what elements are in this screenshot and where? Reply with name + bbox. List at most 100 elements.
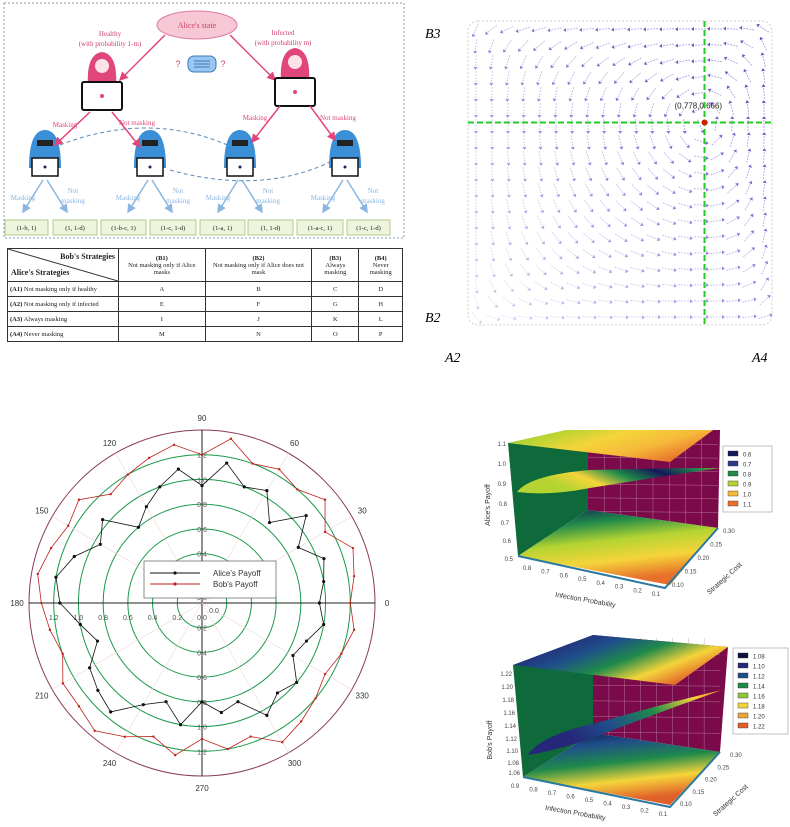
field-arrowhead	[522, 146, 527, 150]
field-arrowhead	[556, 209, 561, 214]
row-label: (A2) Not masking only if infected	[7, 296, 119, 312]
field-arrowhead	[545, 315, 549, 320]
angle-tick-label: 330	[356, 692, 370, 701]
field-arrow	[678, 251, 690, 255]
field-arrowhead	[625, 284, 629, 289]
series-point	[317, 601, 321, 605]
field-arrow	[567, 232, 577, 242]
field-arrowhead	[723, 26, 727, 31]
field-arrowhead	[616, 114, 621, 118]
series-point	[58, 601, 62, 605]
field-arrowhead	[640, 253, 645, 258]
equilibrium-label: (0.778,0.666)	[675, 102, 723, 111]
field-arrow	[584, 183, 592, 195]
field-arrow	[662, 185, 674, 193]
field-arrow	[746, 151, 750, 163]
field-arrow	[567, 56, 577, 66]
field-arrowhead	[746, 116, 751, 120]
z-tick-label: 1.22	[500, 672, 512, 678]
field-arrow	[535, 40, 545, 50]
field-arrow	[647, 168, 657, 178]
field-arrowhead	[721, 185, 725, 190]
field-arrowhead	[655, 191, 659, 195]
z-tick-label: 0.9	[498, 482, 507, 488]
field-arrowhead	[705, 283, 709, 288]
field-arrow	[474, 279, 478, 291]
field-arrowhead	[539, 178, 544, 182]
field-arrowhead	[593, 300, 597, 305]
series-point	[267, 520, 272, 525]
info-set-infected-link	[169, 161, 331, 182]
field-arrow	[614, 42, 626, 48]
y-tick-label: 0.30	[723, 529, 735, 535]
x-tick-label: 0.1	[652, 592, 661, 598]
field-arrowhead	[624, 238, 628, 242]
field-arrow	[710, 170, 722, 176]
y-tick-label: 0.10	[672, 583, 684, 589]
field-arrow	[602, 135, 606, 147]
field-arrowhead	[670, 160, 674, 164]
field-arrowhead	[577, 300, 581, 305]
field-arrow	[630, 283, 642, 287]
field-arrow	[565, 316, 579, 318]
alice-branch	[53, 111, 91, 147]
series-point	[144, 505, 148, 509]
series-point	[54, 575, 58, 579]
field-arrow	[710, 186, 722, 192]
field-arrow	[743, 248, 753, 258]
field-arrowhead	[609, 284, 613, 289]
field-arrow	[662, 218, 674, 224]
field-arrow	[487, 296, 497, 306]
field-arrowhead	[591, 254, 596, 259]
field-arrow	[475, 214, 477, 228]
field-arrow	[601, 151, 607, 163]
legend-swatch	[727, 450, 739, 457]
series-point	[200, 700, 204, 704]
question-mark-left: ?	[175, 59, 180, 69]
polar-payoff-chart: 03060901201501802102402703003300.00.00.0…	[10, 414, 389, 793]
field-arrowhead	[641, 299, 645, 304]
field-arrowhead	[762, 148, 767, 152]
field-arrow	[661, 28, 675, 30]
field-arrowhead	[474, 258, 479, 262]
field-arrow	[568, 215, 576, 227]
field-arrowhead	[615, 97, 620, 102]
x-tick-label: 0.5	[585, 798, 594, 804]
field-arrow	[566, 265, 578, 273]
x-tick-label: 0.6	[566, 795, 575, 801]
field-arrow	[474, 262, 478, 276]
field-arrowhead	[523, 210, 528, 214]
bob-branch-masking	[322, 179, 344, 214]
x-tick-label: 0.8	[529, 788, 538, 794]
field-arrow	[586, 103, 590, 115]
legend-swatch	[737, 662, 749, 669]
series-point	[236, 700, 240, 704]
series-point	[158, 485, 162, 489]
x-tick-label: 0.4	[597, 581, 606, 587]
field-arrowhead	[492, 289, 497, 294]
field-arrow	[506, 199, 510, 211]
field-arrowhead	[762, 164, 767, 168]
top-surface	[513, 635, 728, 685]
field-arrow	[760, 279, 768, 291]
field-arrow	[614, 299, 626, 303]
field-arrow	[646, 73, 658, 81]
payoff-box	[346, 219, 391, 236]
series-point	[225, 461, 229, 465]
series-point	[200, 484, 204, 488]
field-arrowhead	[595, 27, 599, 32]
z-tick-label: 0.8	[499, 502, 508, 508]
field-arrowhead	[635, 146, 640, 150]
field-arrowhead	[762, 196, 767, 200]
field-arrowhead	[484, 31, 489, 35]
bob-branch-label-not: Not	[368, 187, 379, 195]
series-point	[323, 672, 327, 676]
bob-branch-masking	[217, 179, 239, 214]
x-tick-label: 0.8	[523, 566, 532, 572]
z-tick-label: 1.10	[506, 749, 518, 755]
field-arrowhead	[541, 241, 545, 245]
field-arrowhead	[636, 161, 641, 166]
field-arrowhead	[496, 317, 501, 322]
field-arrowhead	[672, 221, 677, 225]
field-arrowhead	[656, 221, 661, 226]
